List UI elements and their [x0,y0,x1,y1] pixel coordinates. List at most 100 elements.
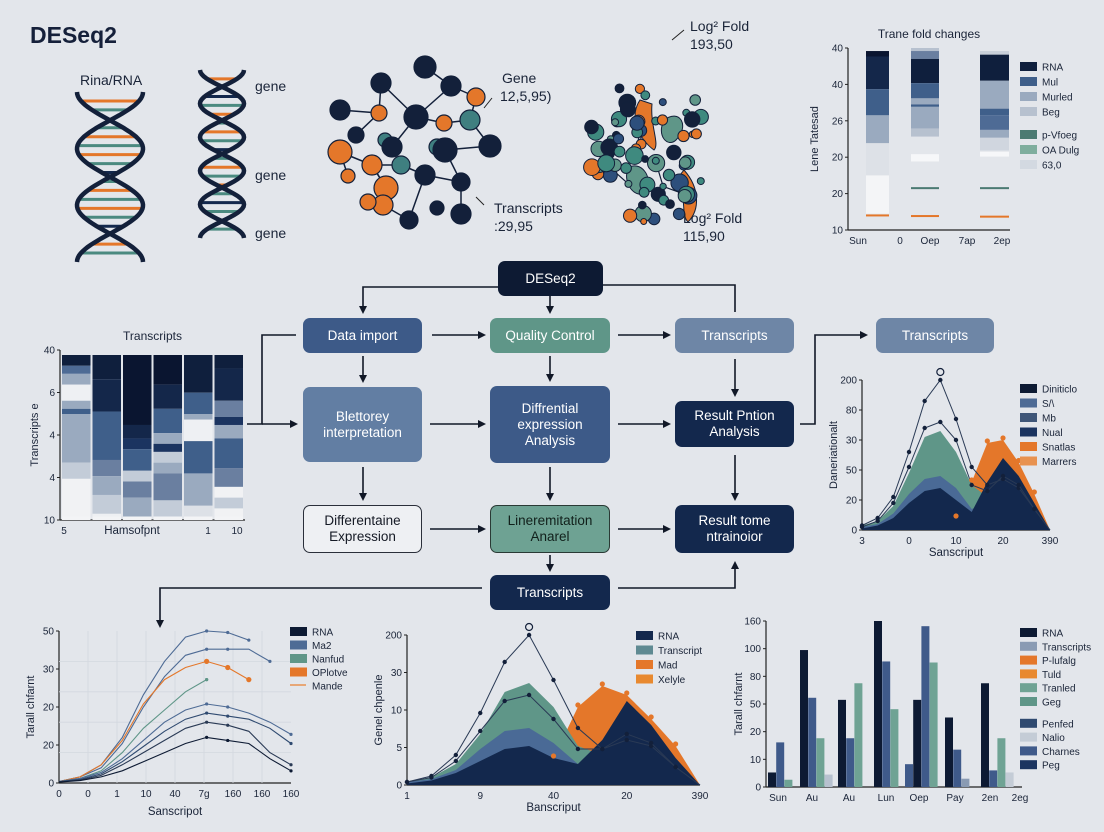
data-point [859,524,865,530]
data-point [648,714,654,720]
tick-label: 160 [254,789,271,800]
bar-segment [214,486,243,498]
tick-label: 2eg [1012,793,1029,804]
transcripts-count-label: Transcripts [494,200,563,216]
data-point [673,764,678,770]
legend-label: Mad [658,661,677,672]
network-node [629,115,645,131]
network-node [666,144,682,161]
flow-node-interpretation[interactable]: Blettorey interpretation [303,387,422,462]
line-series [58,648,271,783]
bar [890,709,899,787]
network-node [466,87,486,107]
bar-segment [184,516,213,520]
network-node [641,155,649,163]
log-fold-value: 193,50 [690,36,733,52]
gene-network-illustration [327,55,502,230]
callout-line [483,97,493,109]
tick-label: 160 [225,789,242,800]
flow-node-deseq2[interactable]: DESeq2 [498,261,603,296]
bar-segment [911,104,939,107]
bar-segment [92,459,121,477]
tick-label: 0 [396,781,402,792]
bar-segment [214,368,243,401]
bar [824,774,833,787]
tick-label: 0 [897,236,903,247]
legend-swatch [636,631,653,640]
gene-label: gene [255,78,287,94]
network-node [359,193,377,211]
tick-label: 2ep [994,236,1011,247]
flow-node-transcripts-bottom[interactable]: Transcripts [490,575,610,610]
arrow [800,331,868,425]
data-point [953,416,959,422]
network-node [619,101,636,118]
network-node [451,172,471,192]
bar-segment [184,392,213,415]
flow-node-differentiation-analysis[interactable]: Lineremitation Anarel [490,505,610,553]
x-axis-label: Sanscripot [148,806,203,818]
bar-segment [62,373,91,385]
flow-node-transcripts[interactable]: Transcripts [675,318,794,353]
bar-segment [911,48,939,52]
data-point [205,711,209,715]
legend-swatch [1020,92,1037,101]
legend-swatch [1020,669,1037,679]
tick-label: 4 [49,473,55,484]
tick-label: 20 [832,153,844,164]
legend-label: Mb [1042,414,1056,425]
data-point [1016,482,1021,488]
network-node [678,156,692,169]
network-node [640,218,648,225]
data-point [600,746,605,752]
network-node [684,111,701,128]
bar-segment [980,54,1009,81]
flow-node-result-analysis[interactable]: Result Pntion Analysis [675,401,794,447]
bar-segment [184,414,213,420]
bar-segment [123,438,152,450]
tick-label: Oep [921,236,940,247]
tick-label: 0 [755,783,761,794]
bar-marker [980,215,1009,218]
network-node [370,104,388,122]
flow-node-transcripts-right[interactable]: Transcripts [876,318,994,353]
legend-label: OPlotve [312,668,348,679]
y-axis-label: Lene Tatesad [809,106,821,172]
bar-segment [123,355,152,425]
legend-swatch [290,627,307,636]
network-node [435,114,453,132]
flow-node-differential-expression-analysis[interactable]: Diffrential expression Analysis [490,386,610,463]
bar [905,764,913,787]
network-node [623,208,638,223]
flow-node-result-home[interactable]: Result tome ntrainoior [675,505,794,553]
data-point [429,775,434,780]
flow-node-data-import[interactable]: Data import [303,318,422,353]
tick-label: 1 [205,526,211,537]
flow-node-differential-expression[interactable]: Differentaine Expression [303,505,422,553]
network-node [612,133,625,145]
bar [776,742,785,787]
tick-label: Oep [910,793,929,804]
line-series [58,660,250,783]
flow-node-quality-control[interactable]: Quality Control [490,318,610,353]
legend-swatch [1020,160,1037,169]
bar-segment [92,494,121,514]
legend-swatch [1020,145,1037,154]
bar [874,621,882,787]
bar-segment [911,128,939,137]
bar-segment [153,408,182,434]
bar-segment [214,516,243,520]
data-point [953,513,959,519]
legend-swatch [1020,718,1037,728]
bar-segment [214,400,243,417]
tick-label: 20 [43,703,55,714]
legend-swatch [636,645,653,655]
tick-label: 1 [114,789,120,800]
network-node [403,104,429,130]
bar-segment [980,108,1009,116]
area-series [407,701,700,785]
data-point [226,723,230,727]
network-node [638,200,647,210]
network-node [432,137,458,163]
bar-segment [153,462,182,474]
